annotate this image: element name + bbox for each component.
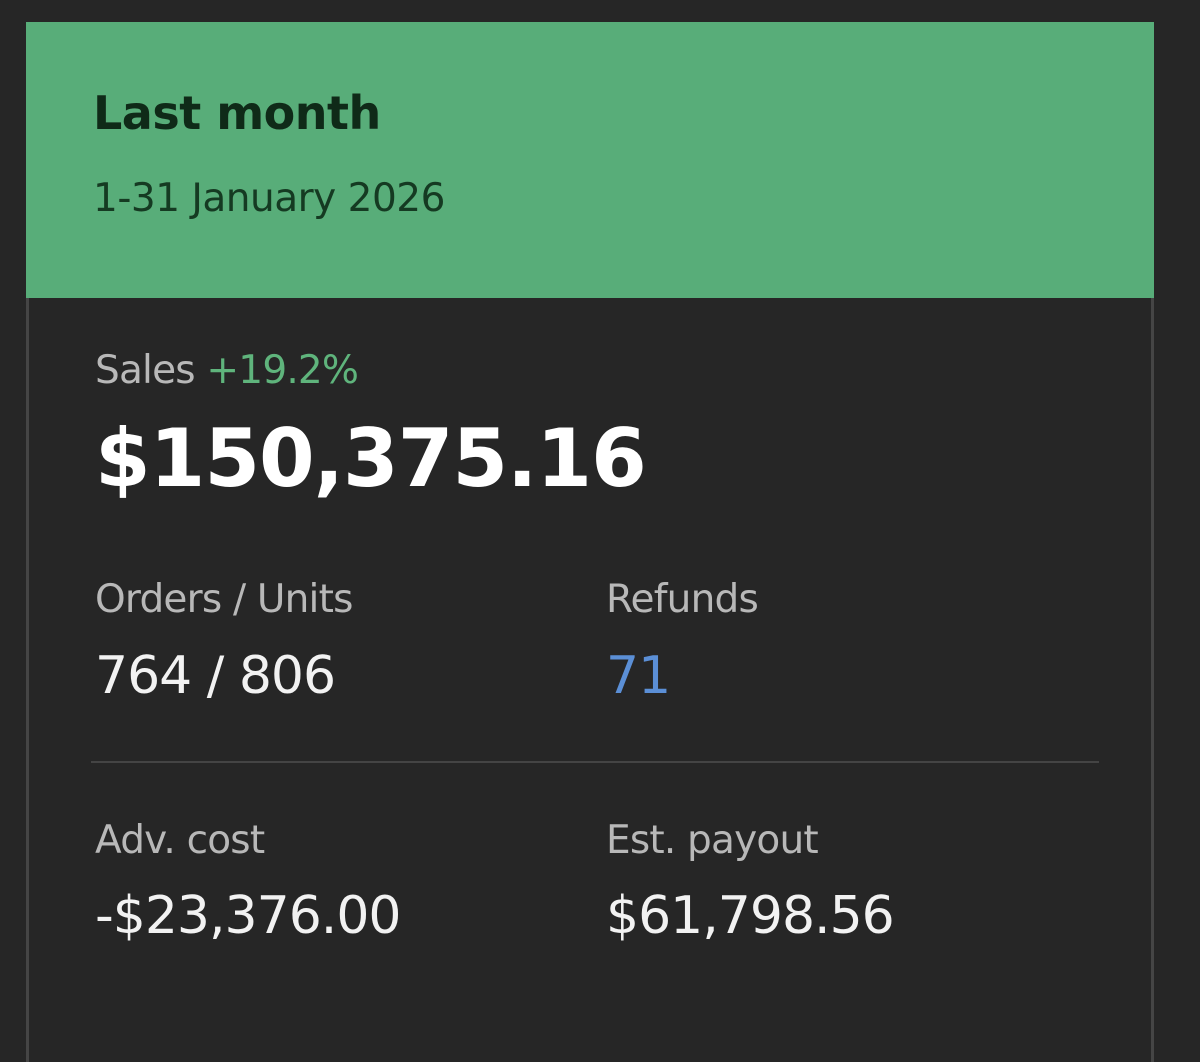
last-month-card: Last month 1-31 January 2026 Sales +19.2… (26, 22, 1154, 1062)
orders-units-value: 764 / 806 (95, 646, 336, 706)
date-range: 1-31 January 2026 (93, 176, 445, 221)
est-payout-label: Est. payout (606, 818, 819, 863)
adv-cost-value: -$23,376.00 (95, 886, 401, 946)
card-title: Last month (93, 86, 381, 140)
sales-value: $150,375.16 (95, 412, 647, 505)
sales-label: Sales (95, 348, 196, 393)
sales-change: +19.2% (206, 348, 359, 393)
refunds-label: Refunds (606, 577, 759, 622)
refunds-link[interactable]: 71 (606, 646, 671, 706)
divider (91, 761, 1099, 763)
sales-label-row: Sales +19.2% (95, 348, 359, 393)
est-payout-value: $61,798.56 (606, 886, 895, 946)
orders-units-label: Orders / Units (95, 577, 353, 622)
adv-cost-label: Adv. cost (95, 818, 265, 863)
card-header: Last month 1-31 January 2026 (26, 22, 1154, 298)
